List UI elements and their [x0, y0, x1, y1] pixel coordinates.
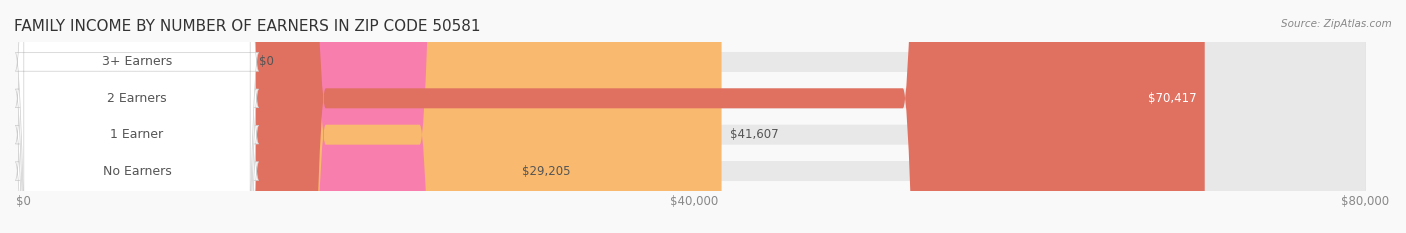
Text: $29,205: $29,205	[522, 164, 571, 178]
FancyBboxPatch shape	[24, 0, 1365, 233]
FancyBboxPatch shape	[15, 0, 259, 233]
FancyBboxPatch shape	[24, 0, 1365, 233]
Text: FAMILY INCOME BY NUMBER OF EARNERS IN ZIP CODE 50581: FAMILY INCOME BY NUMBER OF EARNERS IN ZI…	[14, 19, 481, 34]
FancyBboxPatch shape	[24, 0, 1365, 233]
Text: $0: $0	[259, 55, 273, 69]
FancyBboxPatch shape	[15, 0, 259, 233]
FancyBboxPatch shape	[15, 0, 259, 233]
Text: Source: ZipAtlas.com: Source: ZipAtlas.com	[1281, 19, 1392, 29]
Text: No Earners: No Earners	[103, 164, 172, 178]
FancyBboxPatch shape	[24, 0, 1365, 233]
Text: $70,417: $70,417	[1147, 92, 1197, 105]
FancyBboxPatch shape	[24, 0, 513, 233]
FancyBboxPatch shape	[24, 0, 721, 233]
Text: 1 Earner: 1 Earner	[111, 128, 163, 141]
FancyBboxPatch shape	[24, 0, 1205, 233]
FancyBboxPatch shape	[15, 0, 259, 233]
Text: 3+ Earners: 3+ Earners	[101, 55, 172, 69]
Text: 2 Earners: 2 Earners	[107, 92, 167, 105]
Text: $41,607: $41,607	[730, 128, 779, 141]
